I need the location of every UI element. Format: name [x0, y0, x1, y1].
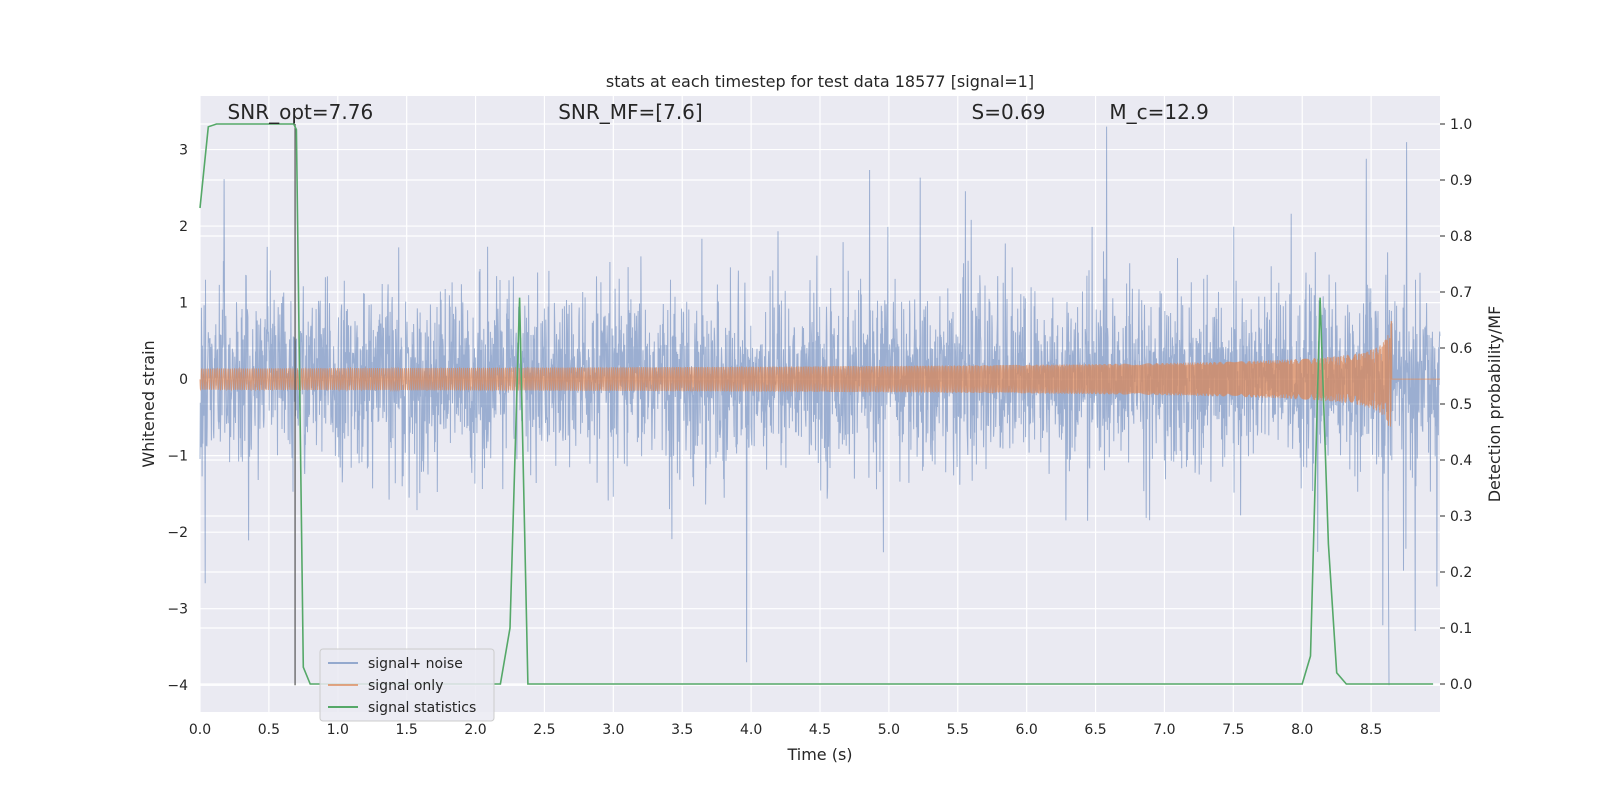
- y-right-tick-label: 0.6: [1450, 341, 1472, 357]
- x-tick-label: 5.0: [878, 722, 900, 738]
- x-tick-label: 0.5: [258, 722, 280, 738]
- x-tick-label: 1.0: [327, 722, 349, 738]
- y-right-tick-label: 0.2: [1450, 565, 1472, 581]
- y-left-tick-label: 1: [179, 296, 188, 312]
- y-left-tick-label: −2: [167, 525, 188, 541]
- y-right-tick-label: 0.9: [1450, 173, 1472, 189]
- y-right-axis-ticks: 1.0 0.9 0.8 0.7 0.6 0.5 0.4 0.3 0.2 0.1 0.0: [1440, 117, 1472, 693]
- annotation-2: S=0.69: [972, 100, 1046, 124]
- x-tick-label: 8.0: [1291, 722, 1313, 738]
- x-tick-label: 1.5: [396, 722, 418, 738]
- x-tick-label: 6.5: [1084, 722, 1106, 738]
- x-axis-ticks: 0.0 0.5 1.0 1.5 2.0 2.5 3.0 3.5 4.0 4.5 5.0 5.5 6.0 6…: [189, 722, 1382, 738]
- y-right-tick-label: 0.8: [1450, 229, 1472, 245]
- annotation-0: SNR_opt=7.76: [228, 100, 374, 124]
- x-axis-label: Time (s): [786, 745, 852, 764]
- y-left-tick-label: 3: [179, 143, 188, 159]
- y-right-tick-label: 0.0: [1450, 677, 1472, 693]
- y-left-axis-ticks: 3 2 1 0 −1 −2 −3 −4: [167, 143, 188, 695]
- x-tick-label: 4.0: [740, 722, 762, 738]
- x-tick-label: 7.5: [1222, 722, 1244, 738]
- y-left-tick-label: −4: [167, 678, 188, 694]
- chart-title: stats at each timestep for test data 185…: [606, 72, 1034, 91]
- y-right-axis-label: Detection probability/MF: [1485, 306, 1504, 503]
- legend-entry-signal-noise: signal+ noise: [368, 656, 463, 672]
- y-right-tick-label: 0.5: [1450, 397, 1472, 413]
- legend-entry-signal-statistics: signal statistics: [368, 700, 476, 716]
- x-tick-label: 2.5: [533, 722, 555, 738]
- legend: signal+ noise signal only signal statist…: [319, 648, 495, 722]
- legend-box: [319, 648, 495, 722]
- y-right-tick-label: 0.3: [1450, 509, 1472, 525]
- series-layer: [199, 123, 1441, 686]
- legend-entry-signal-only: signal only: [368, 678, 443, 694]
- y-left-tick-label: 0: [179, 372, 188, 388]
- x-tick-label: 5.5: [947, 722, 969, 738]
- y-right-tick-label: 1.0: [1450, 117, 1472, 133]
- x-tick-label: 8.5: [1360, 722, 1382, 738]
- y-right-tick-label: 0.7: [1450, 285, 1472, 301]
- x-tick-label: 7.0: [1153, 722, 1175, 738]
- y-left-axis-label: Whitened strain: [139, 340, 158, 467]
- x-tick-label: 2.0: [464, 722, 486, 738]
- y-left-tick-label: −1: [167, 449, 188, 465]
- annotations: SNR_opt=7.76 SNR_MF=[7.6] S=0.69 M_c=12.9: [228, 100, 1209, 124]
- annotation-3: M_c=12.9: [1109, 100, 1209, 124]
- series-signal-only-line: [199, 321, 1440, 427]
- x-tick-label: 0.0: [189, 722, 211, 738]
- y-right-tick-label: 0.1: [1450, 621, 1472, 637]
- series-signal-statistics-line: [199, 123, 1434, 685]
- y-left-tick-label: 2: [179, 219, 188, 235]
- x-tick-label: 3.5: [671, 722, 693, 738]
- annotation-1: SNR_MF=[7.6]: [558, 100, 702, 124]
- x-tick-label: 3.0: [602, 722, 624, 738]
- x-tick-label: 6.0: [1016, 722, 1038, 738]
- y-right-tick-label: 0.4: [1450, 453, 1472, 469]
- x-tick-label: 4.5: [809, 722, 831, 738]
- y-left-tick-label: −3: [167, 602, 188, 618]
